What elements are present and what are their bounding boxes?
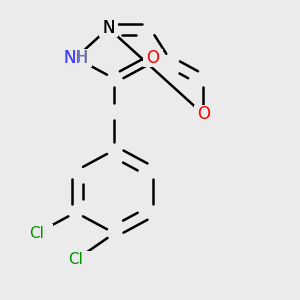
FancyBboxPatch shape [102, 20, 114, 36]
FancyBboxPatch shape [21, 224, 53, 242]
FancyBboxPatch shape [99, 19, 118, 37]
Text: N: N [102, 19, 115, 37]
FancyBboxPatch shape [59, 49, 92, 67]
Text: Cl: Cl [68, 253, 83, 268]
Text: H: H [76, 50, 88, 65]
Text: N: N [63, 49, 75, 67]
Text: N: N [102, 19, 115, 37]
Text: O: O [197, 105, 210, 123]
FancyBboxPatch shape [194, 105, 213, 123]
Text: Cl: Cl [30, 226, 44, 241]
Text: NH: NH [63, 49, 88, 67]
FancyBboxPatch shape [59, 251, 92, 269]
FancyBboxPatch shape [143, 49, 163, 67]
Text: O: O [146, 49, 160, 67]
FancyBboxPatch shape [65, 49, 86, 67]
